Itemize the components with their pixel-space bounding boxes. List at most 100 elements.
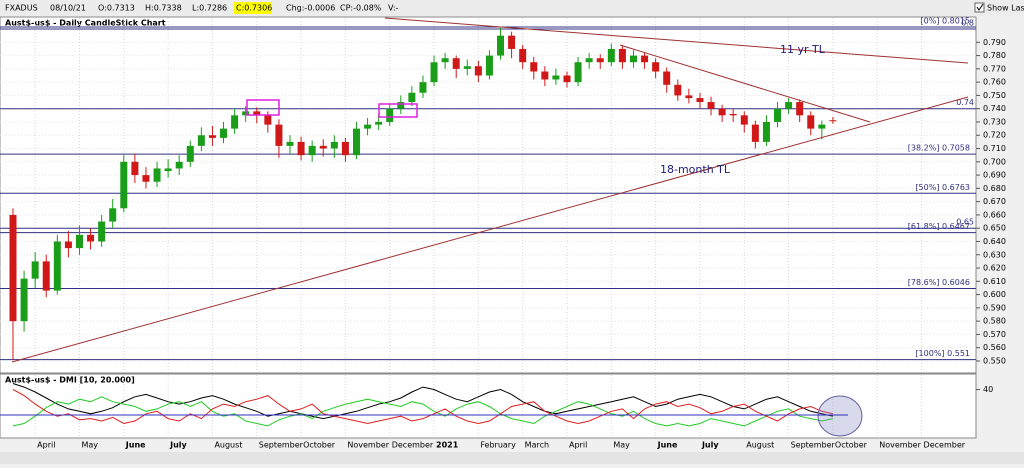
candle-body [253,111,261,116]
x-tick-label: October [835,441,868,450]
check [976,3,984,11]
low: L:0.7286 [192,4,227,13]
symbol: FXADUS [5,4,38,13]
y-tick-label: 40 [983,385,993,394]
x-tick-label: July [701,441,719,450]
chart-title: Aust$-us$ - Daily CandleStick Chart [5,19,166,28]
x-tick-label: May [81,441,98,450]
candle-body [87,234,95,242]
candle-body [652,62,660,72]
show-last[interactable]: Show Last [987,4,1024,13]
fib-label: [0%] 0.8015 [921,17,970,26]
x-tick-label: August [746,441,774,450]
y-tick-label: 0.790 [983,38,1006,47]
trendline-11yr [384,17,969,64]
fib-label: [61.8%] 0.6467 [908,222,970,231]
candle-body [186,145,194,162]
x-tick-label: July [169,441,187,450]
candle-body [341,141,349,156]
candle-body [220,128,228,138]
y-tick-label: 0.720 [983,131,1006,140]
x-tick-label: April [37,441,55,450]
x-tick-label: 2021 [436,441,459,450]
scrollbar [0,452,1024,464]
candle-body [774,108,782,122]
candle-body [297,141,305,156]
candle-body [242,111,250,116]
candle-body [109,208,117,222]
candle-body [762,121,770,142]
y-tick-label: 0.680 [983,184,1006,193]
candle-body [208,135,216,138]
candle-body [9,214,17,322]
highlight-box [378,103,418,118]
candle-body [142,175,150,182]
candle-body [751,124,759,142]
candle-body [120,161,128,209]
y-tick-label: 0.560 [983,343,1006,352]
high: H:0.7338 [145,4,182,13]
candle-body [98,221,106,242]
candle-body [585,58,593,63]
candle-body [508,35,516,49]
candle-body [785,102,793,109]
candle-body [364,124,372,129]
candle-body [718,108,726,116]
candle-body [441,58,449,63]
candle-body [419,82,427,93]
candle-body [308,145,316,156]
candle-body [641,55,649,63]
candle-body [485,55,493,76]
y-tick-label: 0.700 [983,157,1006,166]
candle-body [497,35,505,56]
dmi-line [12,396,834,427]
candle-body [397,102,405,109]
candle-body [818,124,826,129]
x-tick-label: November [879,441,921,450]
y-tick-label: 0.570 [983,330,1006,339]
y-tick-label: 0.590 [983,303,1006,312]
dmi-title: Aust$-us$ - DMI [10, 20.000] [5,376,135,385]
checkbox[interactable] [974,2,985,13]
x-tick-label: September [259,441,304,450]
change: Chg:-0.0006 [286,4,335,13]
candle-body [53,241,61,291]
x-tick-label: February [480,441,516,450]
level-label: 0.65 [956,218,974,227]
y-tick-label: 0.670 [983,197,1006,206]
candle-body [552,75,560,80]
candle-body [31,261,39,279]
close-highlight [234,2,271,14]
x-tick-label: April [569,441,587,450]
y-tick-label: 0.640 [983,237,1006,246]
y-tick-label: 0.770 [983,64,1006,73]
candle-body [707,102,715,109]
x-tick-label: June [657,441,678,450]
candle-body [20,278,28,322]
y-tick-label: 0.710 [983,144,1006,153]
level-label: 0.74 [956,98,974,107]
candle-body [330,141,338,149]
candle-body [674,84,682,96]
candle-body [164,168,172,172]
candle-body [286,141,294,146]
candle-body [352,128,360,156]
candle-body [175,161,183,169]
dmi-line [12,383,834,420]
candle-body [663,71,671,85]
x-tick-label: December [392,441,434,450]
y-tick-label: 0.550 [983,356,1006,365]
candle-body [75,234,83,249]
candle-body [375,121,383,125]
x-tick-label: September [791,441,836,450]
y-tick-label: 0.750 [983,91,1006,100]
close: C:0.7306 [236,4,272,13]
candle-body [607,48,615,63]
candle-body [42,261,50,291]
candle-body [153,168,161,182]
candle-body [64,241,72,249]
candle-body [519,48,527,63]
candle-body [408,92,416,103]
x-tick-label: May [613,441,630,450]
trendline-18m [11,96,969,363]
